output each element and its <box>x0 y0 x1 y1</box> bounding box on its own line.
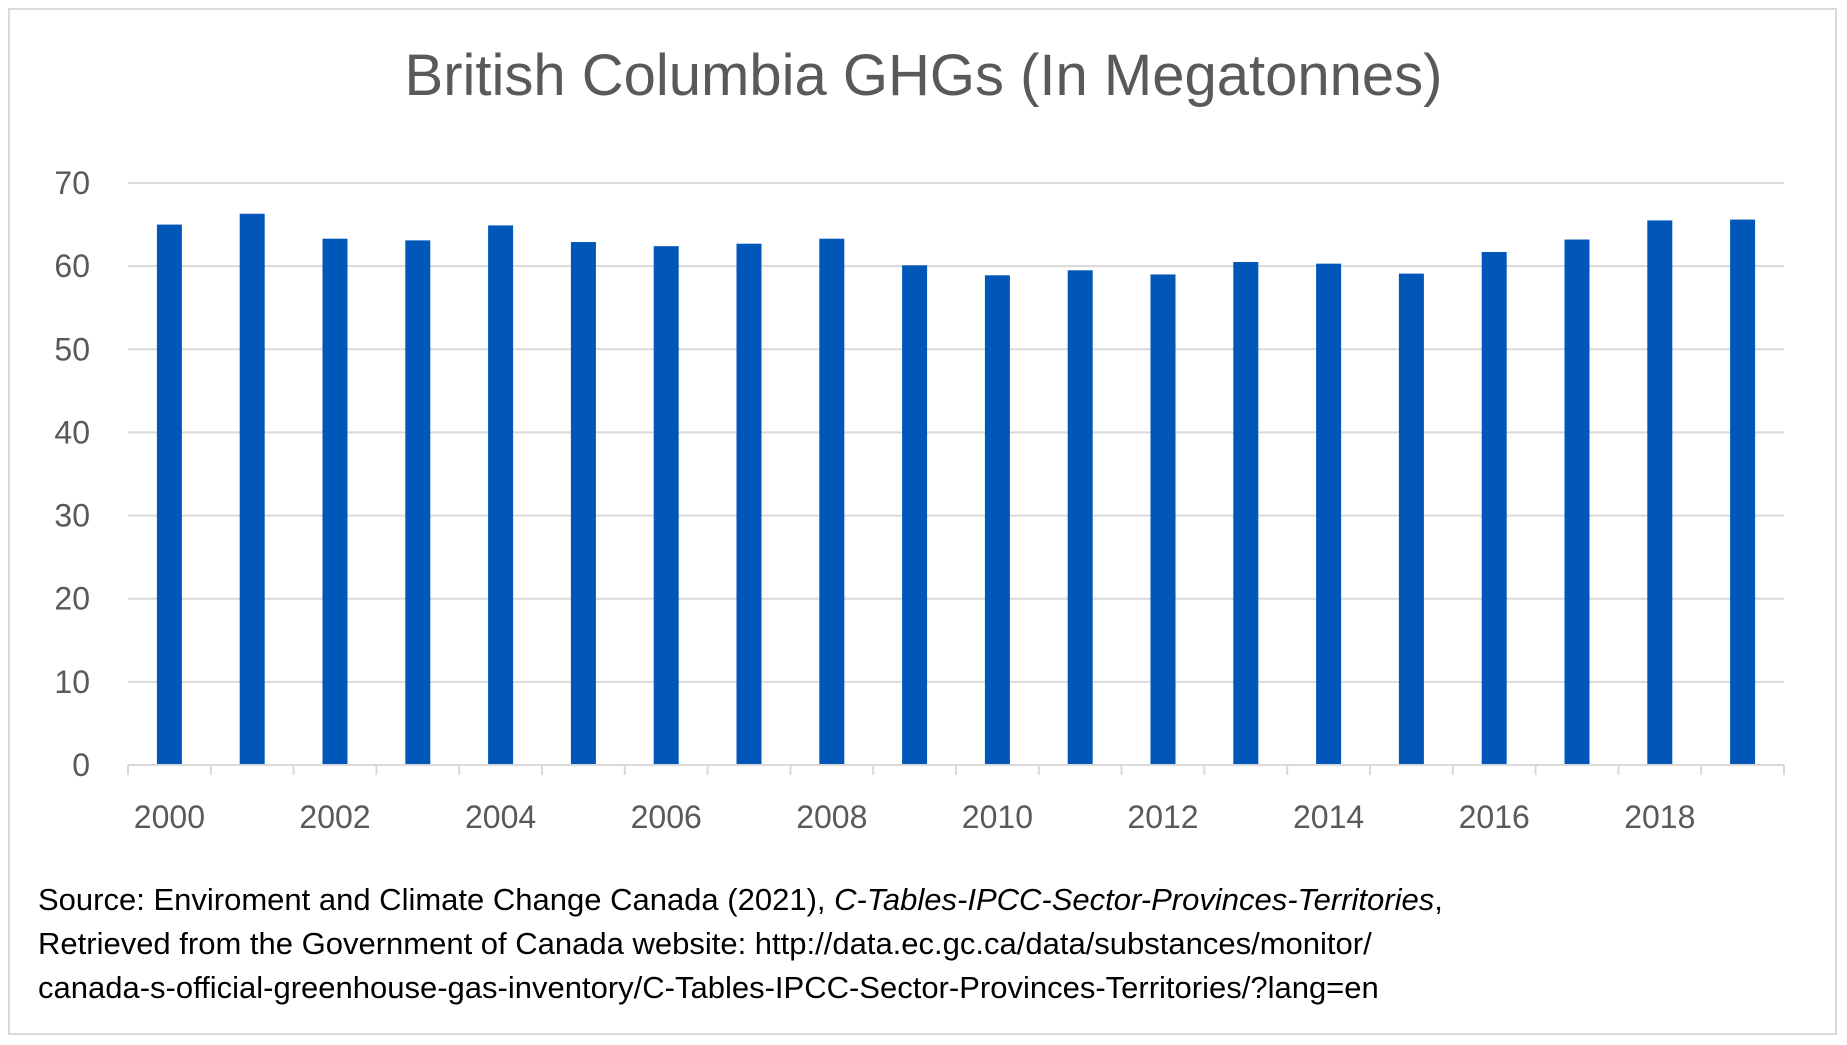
bar-2016 <box>1481 252 1507 766</box>
y-tick-label: 70 <box>54 165 90 201</box>
bar-2018 <box>1647 220 1673 765</box>
x-tick-label: 2018 <box>1624 799 1695 835</box>
bar-2001 <box>239 213 265 765</box>
x-tick-label: 2010 <box>962 799 1033 835</box>
source-prefix: Source: Enviroment and Climate Change Ca… <box>38 882 835 917</box>
y-tick-label: 0 <box>72 747 90 783</box>
x-tick-label: 2004 <box>465 799 536 835</box>
x-axis <box>127 764 1785 775</box>
y-tick-label: 10 <box>54 664 90 700</box>
bar-2000 <box>156 224 182 766</box>
bar-2013 <box>1233 261 1259 765</box>
chart-title: British Columbia GHGs (In Megatonnes) <box>404 43 1443 108</box>
y-tick-label: 60 <box>54 248 90 284</box>
bar-chart: 0 10 20 30 40 50 60 70 2000 2002 2004 2006 2008 2010… <box>54 165 1785 835</box>
source-line-2: Retrieved from the Government of Canada … <box>38 926 1372 961</box>
source-line-3: canada-s-official-greenhouse-gas-invento… <box>38 970 1379 1005</box>
source-line-1: Source: Enviroment and Climate Change Ca… <box>38 878 1828 922</box>
x-tick-labels: 2000 2002 2004 2006 2008 2010 2012 2014 2016 2018 <box>134 799 1696 835</box>
y-tick-label: 30 <box>54 498 90 534</box>
bar-2009 <box>902 265 928 765</box>
bars <box>156 213 1756 766</box>
bar-2019 <box>1730 219 1756 765</box>
bar-2012 <box>1150 274 1176 765</box>
x-tick-label: 2002 <box>299 799 370 835</box>
bar-2007 <box>736 243 762 766</box>
bar-2002 <box>322 238 348 766</box>
bar-2006 <box>653 246 679 765</box>
x-tick-label: 2014 <box>1293 799 1364 835</box>
bar-2008 <box>819 238 845 766</box>
bar-2010 <box>984 275 1010 765</box>
bar-2011 <box>1067 270 1093 765</box>
x-tick-label: 2012 <box>1127 799 1198 835</box>
x-tick-label: 2006 <box>631 799 702 835</box>
bar-2017 <box>1564 239 1590 766</box>
x-tick-label: 2000 <box>134 799 205 835</box>
y-tick-label: 40 <box>54 414 90 450</box>
source-suffix: , <box>1434 882 1443 917</box>
y-tick-label: 20 <box>54 581 90 617</box>
x-tick-label: 2008 <box>796 799 867 835</box>
x-tick-label: 2016 <box>1459 799 1530 835</box>
y-tick-label: 50 <box>54 331 90 367</box>
bar-2003 <box>405 240 431 765</box>
gridlines <box>128 182 1784 683</box>
source-table-name: C-Tables-IPCC-Sector-Provinces-Territori… <box>834 882 1435 917</box>
bar-2005 <box>570 242 596 765</box>
bar-2015 <box>1398 273 1424 765</box>
bar-2004 <box>488 225 514 766</box>
source-note: Source: Enviroment and Climate Change Ca… <box>38 878 1828 1010</box>
y-tick-labels: 0 10 20 30 40 50 60 70 <box>54 165 90 783</box>
bar-2014 <box>1316 263 1342 765</box>
